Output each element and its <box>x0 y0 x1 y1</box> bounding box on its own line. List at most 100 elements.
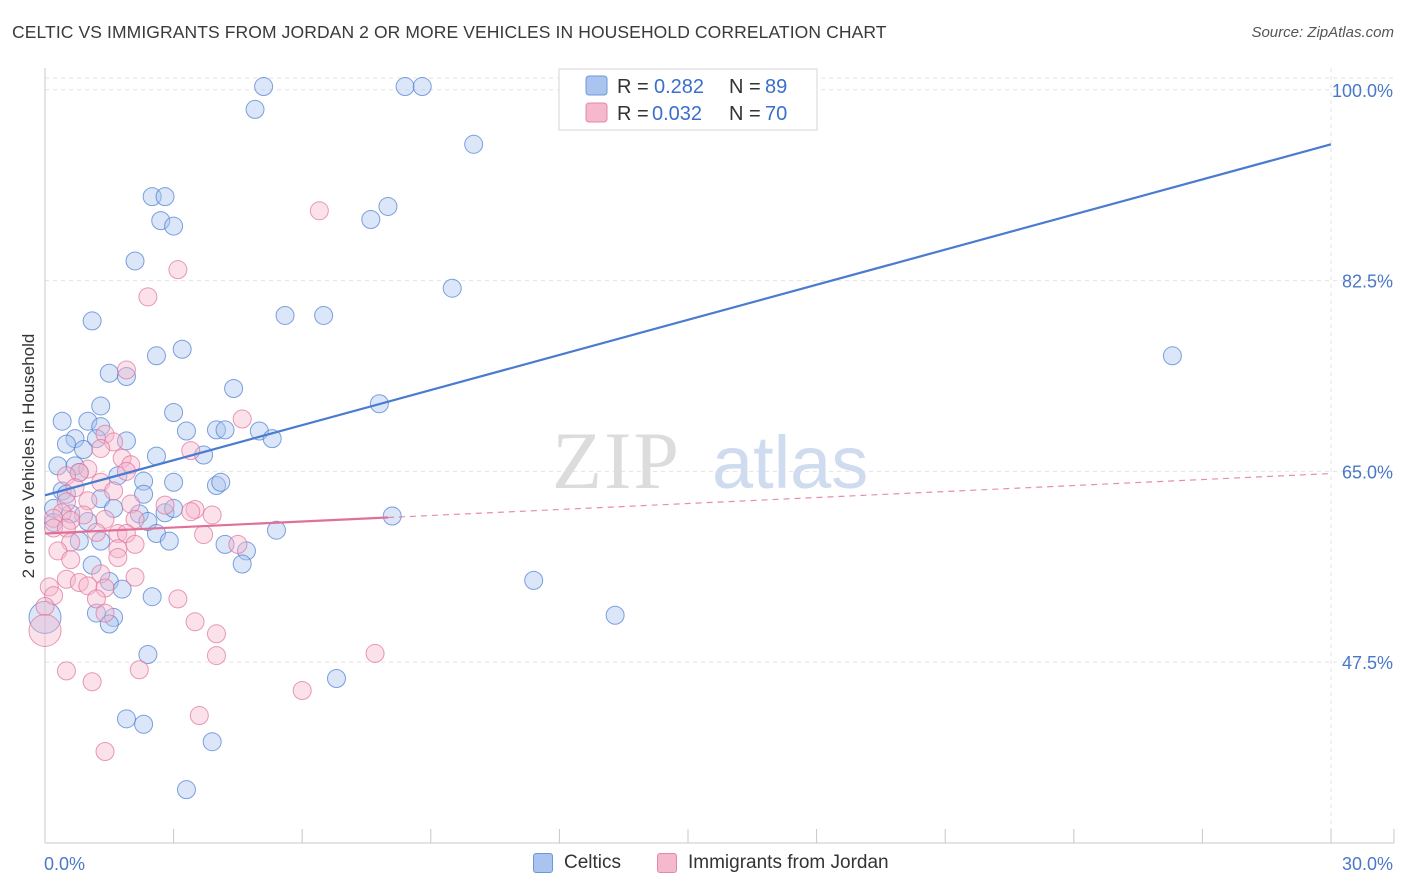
data-point <box>56 492 76 512</box>
y-tick-label: 47.5% <box>1342 653 1393 673</box>
data-point <box>91 438 111 458</box>
watermark-zip: ZIP <box>552 415 681 506</box>
trend-line-celtics <box>44 143 1332 497</box>
data-point <box>464 134 484 154</box>
data-point <box>74 505 94 525</box>
series-legend-label-jordan: Immigrants from Jordan <box>688 852 889 873</box>
legend-n-value-celtics: 89 <box>765 76 787 98</box>
data-point <box>61 550 81 570</box>
chart-source: Source: ZipAtlas.com <box>1251 24 1394 41</box>
legend-r-label-celtics: R = <box>617 76 649 98</box>
data-point <box>52 411 72 431</box>
data-point <box>254 77 274 97</box>
series-legend-swatch-jordan <box>657 853 677 873</box>
data-point <box>125 251 145 271</box>
legend-n-label-jordan: N = <box>729 103 761 125</box>
data-point <box>382 506 402 526</box>
stats-legend: R = 0.282 N = 89 R = 0.032 N = 70 <box>558 68 818 131</box>
data-point <box>228 534 248 554</box>
legend-n-value-jordan: 70 <box>765 103 787 125</box>
data-point <box>95 603 115 623</box>
data-point <box>314 305 334 325</box>
data-point <box>116 709 136 729</box>
data-point <box>56 434 76 454</box>
data-point <box>211 472 231 492</box>
data-point <box>412 77 432 97</box>
series-legend-swatch-celtics <box>533 853 553 873</box>
data-point <box>275 305 295 325</box>
y-tick-label: 100.0% <box>1332 81 1393 101</box>
data-point <box>1162 346 1182 366</box>
legend-swatch-celtics <box>585 75 608 96</box>
data-point <box>172 339 192 359</box>
data-point <box>146 346 166 366</box>
data-point <box>245 99 265 119</box>
data-point <box>69 462 89 482</box>
data-point <box>142 587 162 607</box>
watermark: ZIP atlas <box>552 415 868 506</box>
series-legend: Celtics Immigrants from Jordan <box>0 852 1406 878</box>
data-point <box>74 440 94 460</box>
data-point <box>155 495 175 515</box>
data-point <box>309 201 329 221</box>
x-tick-label-min: 0.0% <box>44 854 85 874</box>
data-point <box>224 379 244 399</box>
data-point <box>28 600 62 634</box>
data-point <box>138 287 158 307</box>
series-legend-jordan: Immigrants from Jordan <box>657 852 889 874</box>
data-point <box>56 661 76 681</box>
data-point <box>44 508 64 528</box>
data-point <box>91 564 111 584</box>
y-tick-label: 65.0% <box>1342 462 1393 482</box>
data-point <box>202 732 222 752</box>
data-point <box>194 525 214 545</box>
data-point <box>78 411 98 431</box>
data-point <box>292 680 312 700</box>
data-point <box>99 363 119 383</box>
trend-lines <box>44 143 1332 535</box>
data-point <box>155 503 175 523</box>
chart-title: CELTIC VS IMMIGRANTS FROM JORDAN 2 OR MO… <box>12 22 887 42</box>
data-point <box>91 396 111 416</box>
series-jordan-points <box>28 201 385 762</box>
data-point <box>232 409 252 429</box>
data-point <box>168 589 188 609</box>
data-point <box>91 531 111 551</box>
data-point <box>108 547 128 567</box>
legend-r-value-celtics: 0.282 <box>654 76 704 98</box>
data-point <box>35 597 55 617</box>
data-point <box>365 643 385 663</box>
legend-swatch-jordan <box>585 102 608 123</box>
trend-line-jordan-extension <box>387 472 1332 519</box>
data-point <box>78 491 98 511</box>
data-point <box>206 624 226 644</box>
series-legend-celtics: Celtics <box>533 852 621 874</box>
data-point <box>116 367 136 387</box>
data-point <box>99 614 119 634</box>
trend-line-jordan <box>44 516 388 535</box>
data-point <box>202 505 222 525</box>
x-tick-label-max: 30.0% <box>1342 854 1393 874</box>
data-point <box>134 714 154 734</box>
data-point <box>395 77 415 97</box>
data-point <box>95 742 115 762</box>
data-point <box>266 520 286 540</box>
data-point <box>326 668 346 688</box>
legend-r-label-jordan: R = <box>617 103 649 125</box>
data-point <box>215 420 235 440</box>
data-point <box>82 311 102 331</box>
data-point <box>605 605 625 625</box>
data-point <box>134 484 154 504</box>
legend-n-label-celtics: N = <box>729 76 761 98</box>
data-point <box>116 360 136 380</box>
data-point <box>155 187 175 207</box>
data-point <box>181 502 201 522</box>
data-point <box>168 260 188 280</box>
y-tick-label: 82.5% <box>1342 272 1393 292</box>
data-point <box>129 660 149 680</box>
data-point <box>185 612 205 632</box>
data-point <box>125 567 145 587</box>
series-legend-label-celtics: Celtics <box>564 852 622 873</box>
data-point <box>378 196 398 216</box>
